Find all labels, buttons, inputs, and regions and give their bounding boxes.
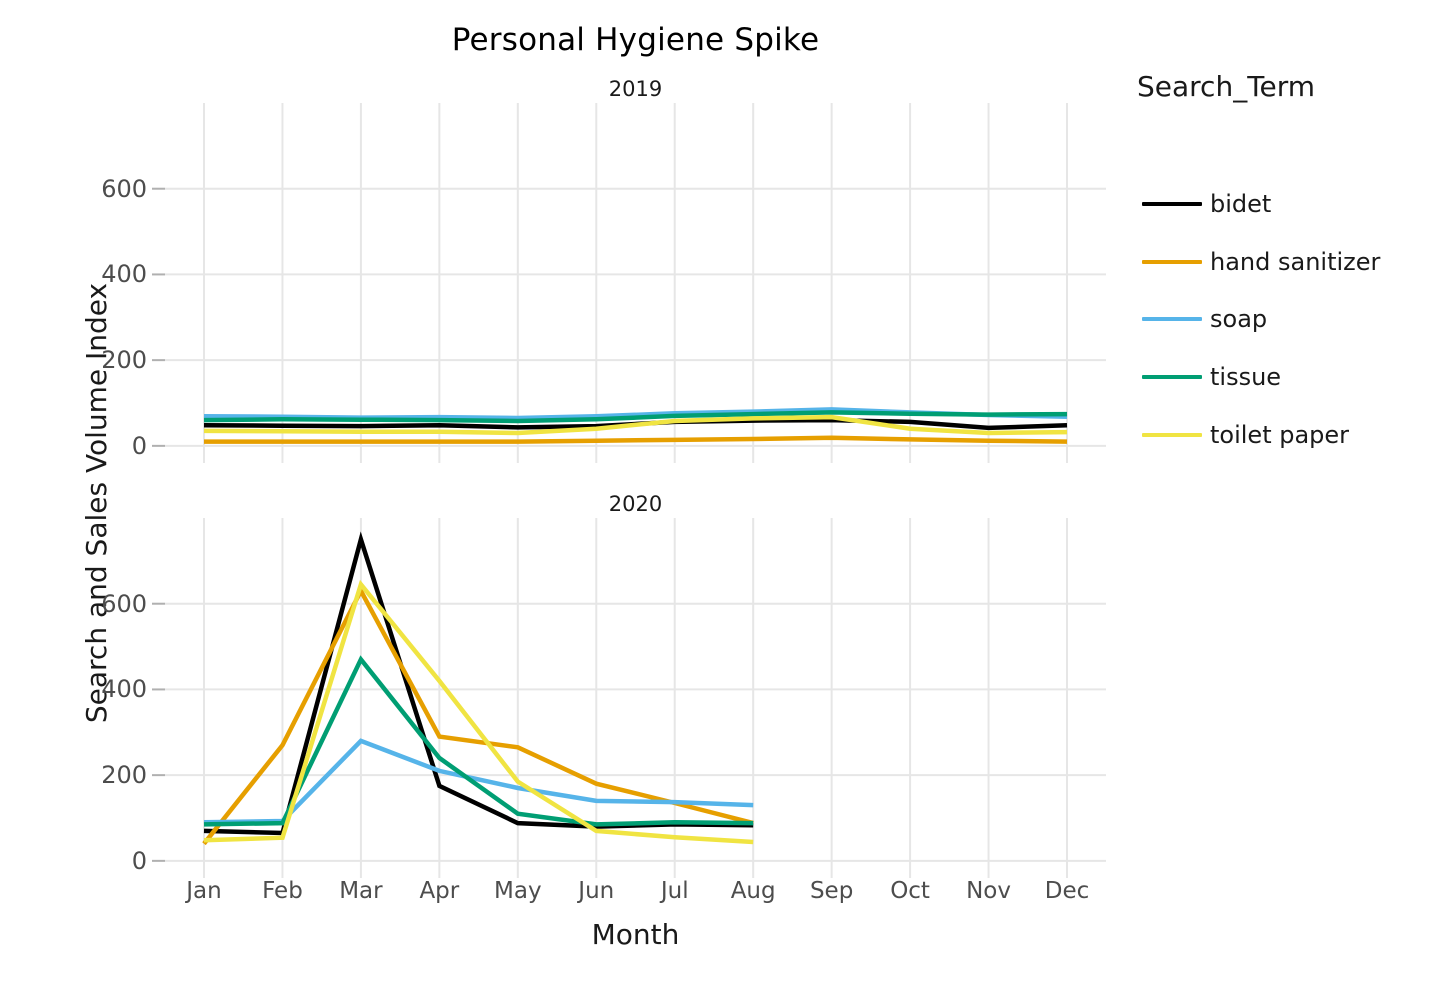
facet-label-2020: 2020 [608,492,663,516]
legend: Search_Term bidet hand sanitizer soap tissu… [1137,0,1437,500]
legend-swatch-soap [1142,317,1202,322]
facet-panel-2020 [152,518,1106,878]
x-tick-label-May: May [494,878,542,904]
panel-svg-2019 [152,103,1106,463]
x-tick-label-Sep: Sep [809,878,854,904]
y-axis-title: Search and Sales Volume Index [80,282,113,724]
x-tick-label-Jul: Jul [660,878,689,904]
y-tick-label-2020-600: 600 [101,589,147,618]
panel-svg-2020 [152,518,1106,878]
legend-label-bidet: bidet [1210,190,1272,218]
legend-swatch-bidet [1142,202,1202,206]
legend-label-hand-sanitizer: hand sanitizer [1210,247,1381,276]
legend-label-toilet-paper: toilet paper [1210,420,1350,449]
y-tick-label-2019-200: 200 [101,346,147,375]
y-tick-label-2019-400: 400 [101,260,147,289]
x-tick-label-Jun: Jun [578,878,615,904]
facet-panel-2019 [152,103,1106,463]
legend-swatch-hand-sanitizer [1142,259,1202,264]
legend-label-soap: soap [1210,305,1268,334]
x-tick-label-Nov: Nov [966,878,1011,904]
x-axis-title: Month [591,918,680,951]
x-tick-label-Dec: Dec [1044,878,1090,904]
series-line-toilet-paper [203,579,754,845]
y-tick-label-2020-200: 200 [101,761,147,790]
chart-title: Personal Hygiene Spike [451,22,820,58]
series-line-hand-sanitizer [204,435,1068,444]
x-tick-label-Oct: Oct [890,878,930,904]
series-line-soap [203,738,754,825]
y-tick-label-2020-400: 400 [101,675,147,704]
legend-swatch-toilet-paper [1142,432,1202,437]
legend-title: Search_Term [1137,70,1316,103]
x-tick-label-Aug: Aug [730,878,776,904]
y-tick-label-2019-0: 0 [131,431,147,460]
x-tick-label-Apr: Apr [419,878,460,904]
series-line-toilet-paper [203,414,1068,436]
y-tick-label-2020-0: 0 [131,846,147,875]
facet-label-2019: 2019 [608,77,663,101]
x-tick-label-Feb: Feb [262,878,303,904]
y-tick-label-2019-600: 600 [101,174,147,203]
x-tick-label-Mar: Mar [339,878,383,904]
series-line-tissue [203,410,1068,424]
x-tick-label-Jan: Jan [186,878,222,904]
series-line-bidet [203,531,754,836]
legend-label-tissue: tissue [1210,363,1282,392]
legend-swatch-tissue [1142,375,1202,380]
